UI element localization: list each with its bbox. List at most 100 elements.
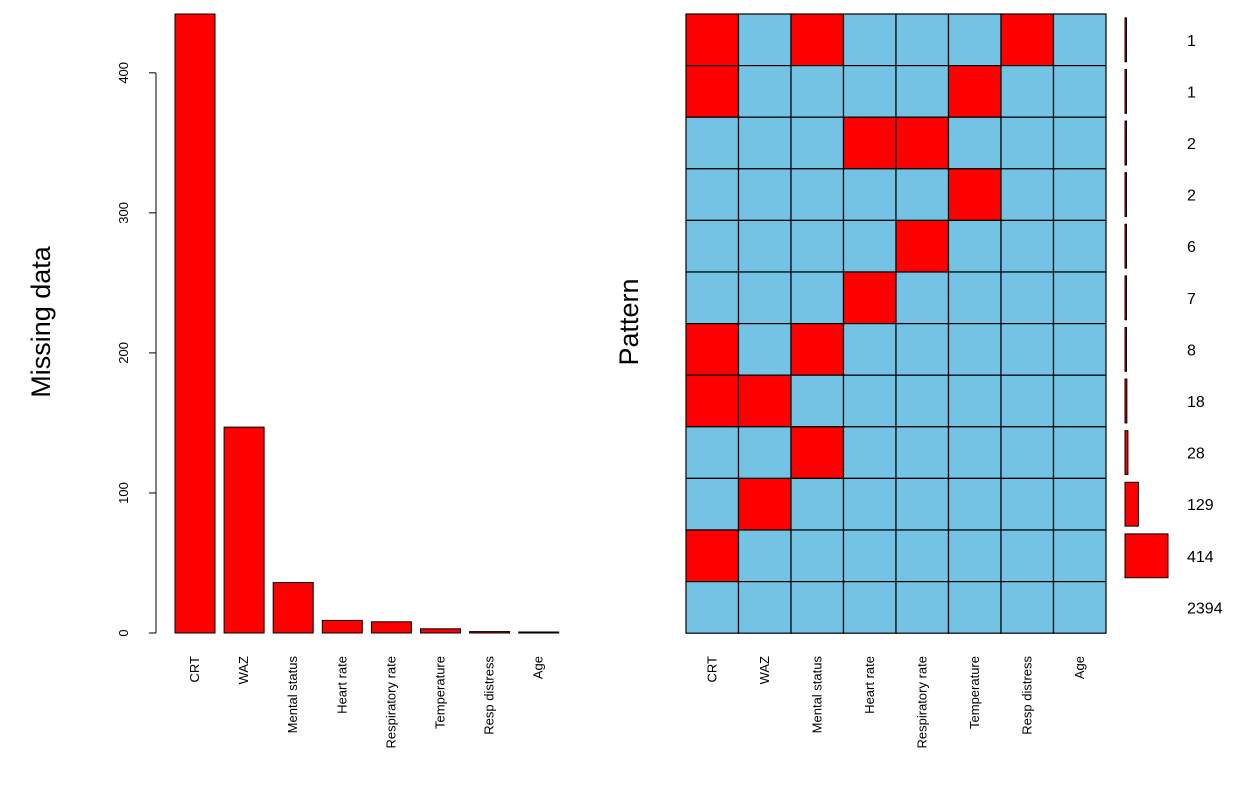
pattern-cell bbox=[790, 13, 845, 67]
pattern-cell bbox=[1052, 13, 1107, 67]
pattern-cell bbox=[1052, 116, 1107, 170]
pattern-cell bbox=[685, 13, 740, 67]
pattern-count-labels: 1 1 2 2 6 7 8 18 28 129 414 2394 bbox=[1187, 33, 1223, 618]
pattern-count-bar bbox=[1124, 275, 1127, 321]
pattern-cell bbox=[685, 580, 740, 634]
pattern-cell bbox=[1052, 64, 1107, 118]
pattern-cell bbox=[790, 580, 845, 634]
pattern-cell bbox=[685, 529, 740, 583]
pattern-cell bbox=[790, 374, 845, 428]
pattern-cell bbox=[685, 477, 740, 531]
pattern-cell bbox=[1052, 271, 1107, 325]
x-tick-label-respiratory-rate: Respiratory rate bbox=[383, 656, 398, 748]
pattern-cell bbox=[737, 13, 792, 67]
x-tick-label-resp-distress: Resp distress bbox=[482, 656, 497, 735]
pattern-cell bbox=[947, 116, 1002, 170]
y-tick-label: 300 bbox=[116, 202, 131, 224]
pattern-cell bbox=[842, 13, 897, 67]
pattern-cell bbox=[842, 64, 897, 118]
pattern-cell bbox=[842, 219, 897, 273]
pattern-cell bbox=[947, 64, 1002, 118]
pattern-cell bbox=[947, 271, 1002, 325]
pattern-cell bbox=[737, 116, 792, 170]
pattern-cell bbox=[1000, 580, 1055, 634]
right-y-axis-label: Pattern bbox=[614, 278, 644, 365]
pattern-grid bbox=[685, 13, 1107, 634]
pattern-cell bbox=[1000, 13, 1055, 67]
pattern-cell bbox=[895, 323, 950, 376]
pattern-cell bbox=[842, 374, 897, 428]
pattern-column-label-resp-distress: Resp distress bbox=[1019, 656, 1034, 735]
left-x-tick-labels: CRT WAZ Mental status Heart rate Respiratory… bbox=[187, 656, 546, 749]
y-tick-label: 200 bbox=[116, 342, 131, 364]
pattern-count-label: 414 bbox=[1187, 549, 1214, 566]
pattern-cell bbox=[895, 168, 950, 222]
pattern-column-label-heart-rate: Heart rate bbox=[862, 656, 877, 714]
pattern-cell bbox=[737, 168, 792, 222]
bar-waz bbox=[223, 426, 265, 634]
pattern-cell bbox=[737, 64, 792, 118]
pattern-column-label-mental-status: Mental status bbox=[809, 656, 824, 734]
pattern-cell bbox=[1052, 219, 1107, 273]
pattern-cell bbox=[685, 116, 740, 170]
x-tick-label-waz: WAZ bbox=[236, 656, 251, 684]
pattern-cell bbox=[842, 168, 897, 222]
pattern-cell bbox=[1000, 219, 1055, 273]
bar-crt bbox=[174, 13, 216, 634]
pattern-count-label: 2 bbox=[1187, 136, 1196, 153]
bar-mental-status bbox=[272, 582, 314, 634]
pattern-cell bbox=[947, 374, 1002, 428]
y-tick-label: 0 bbox=[116, 629, 131, 636]
pattern-cell bbox=[842, 426, 897, 479]
pattern-cell bbox=[790, 219, 845, 273]
pattern-cell bbox=[685, 271, 740, 325]
pattern-count-label: 2394 bbox=[1187, 600, 1223, 617]
pattern-count-label: 18 bbox=[1187, 394, 1205, 411]
pattern-cell bbox=[1052, 168, 1107, 222]
x-tick-label-age: Age bbox=[531, 656, 546, 679]
pattern-count-label: 8 bbox=[1187, 342, 1196, 359]
pattern-column-label-respiratory-rate: Respiratory rate bbox=[914, 656, 929, 748]
bar-respiratory-rate bbox=[370, 621, 412, 634]
pattern-cell bbox=[895, 426, 950, 479]
pattern-count-bar bbox=[1124, 17, 1127, 63]
pattern-column-label-temperature: Temperature bbox=[967, 656, 982, 729]
pattern-cell bbox=[895, 477, 950, 531]
missing-bar-chart: Missing data 0 100 200 300 400 CRT WAZ Mental … bbox=[26, 13, 560, 749]
pattern-cell bbox=[790, 323, 845, 376]
pattern-count-label: 1 bbox=[1187, 84, 1196, 101]
y-tick-label: 400 bbox=[116, 62, 131, 84]
pattern-cell bbox=[790, 168, 845, 222]
pattern-cell bbox=[895, 529, 950, 583]
bar-heart-rate bbox=[321, 619, 363, 634]
left-bars bbox=[174, 13, 560, 634]
pattern-cell bbox=[737, 580, 792, 634]
pattern-column-label-age: Age bbox=[1072, 656, 1087, 679]
pattern-cell bbox=[790, 271, 845, 325]
pattern-cell bbox=[947, 13, 1002, 67]
pattern-count-label: 1 bbox=[1187, 33, 1196, 50]
pattern-cell bbox=[947, 323, 1002, 376]
pattern-count-label: 129 bbox=[1187, 497, 1214, 514]
pattern-cell bbox=[842, 529, 897, 583]
pattern-cell bbox=[790, 477, 845, 531]
pattern-cell bbox=[737, 477, 792, 531]
pattern-count-bar bbox=[1124, 430, 1129, 476]
pattern-cell bbox=[1000, 374, 1055, 428]
pattern-count-label: 2 bbox=[1187, 188, 1196, 205]
pattern-cell bbox=[1000, 271, 1055, 325]
pattern-count-bar bbox=[1124, 378, 1128, 424]
pattern-cell bbox=[685, 323, 740, 376]
pattern-cell bbox=[790, 426, 845, 479]
pattern-count-bar bbox=[1124, 172, 1127, 218]
pattern-cell bbox=[947, 219, 1002, 273]
pattern-count-label: 28 bbox=[1187, 446, 1205, 463]
pattern-cell bbox=[895, 374, 950, 428]
pattern-count-bar bbox=[1124, 533, 1169, 579]
x-tick-label-heart-rate: Heart rate bbox=[334, 656, 349, 714]
pattern-cell bbox=[842, 323, 897, 376]
pattern-cell bbox=[685, 219, 740, 273]
pattern-cell bbox=[1052, 374, 1107, 428]
pattern-count-label: 7 bbox=[1187, 291, 1196, 308]
pattern-cell bbox=[947, 580, 1002, 634]
